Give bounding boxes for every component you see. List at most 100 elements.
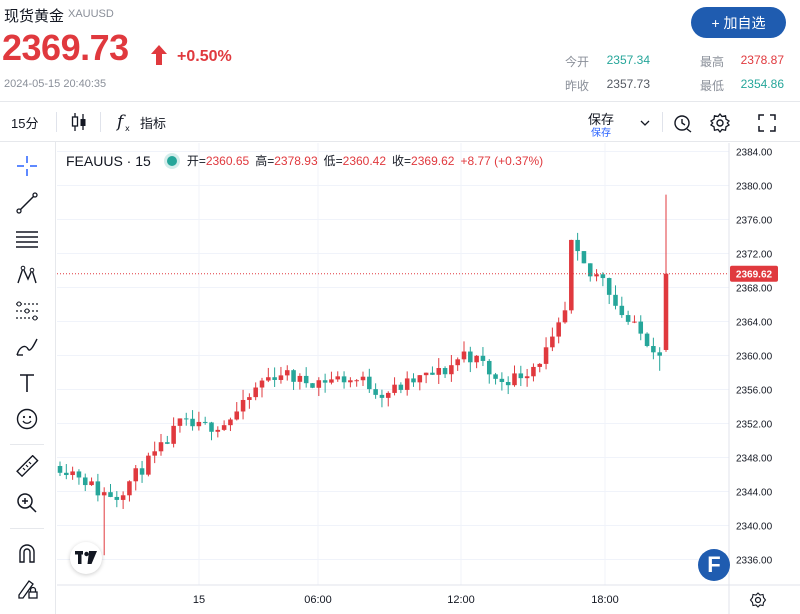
candle-body [392, 384, 397, 393]
candle-body [569, 239, 574, 311]
emoji-tool[interactable] [12, 404, 42, 434]
candle-body [651, 346, 656, 353]
candle-body [297, 375, 303, 382]
chevron-down-icon[interactable] [640, 119, 650, 127]
candle-body [303, 375, 309, 384]
candle-body [367, 376, 372, 390]
change-percent: +0.50% [177, 48, 232, 65]
settings-icon[interactable] [709, 112, 731, 134]
last-price: 2369.73 [2, 27, 129, 68]
candle-body [562, 310, 568, 323]
legend-low-value: 2360.42 [342, 153, 387, 168]
candle-body [114, 496, 120, 500]
candle-body [556, 322, 561, 337]
low-value: 2354.86 [740, 77, 784, 91]
alert-icon[interactable] [672, 112, 694, 134]
y-tick-label: 2372.00 [736, 250, 773, 261]
settings-icon[interactable] [749, 591, 767, 609]
candle-body [537, 363, 543, 367]
candle-body [398, 384, 404, 390]
candle-body [373, 389, 378, 395]
candle-body [619, 305, 625, 316]
fullscreen-icon[interactable] [757, 113, 777, 133]
pitchfork-tool[interactable] [12, 296, 42, 326]
candle-body [76, 471, 82, 478]
candle-body [423, 372, 429, 376]
text-icon [20, 374, 34, 392]
candle-body [518, 373, 524, 379]
ruler-tool[interactable] [12, 452, 42, 482]
crosshair-tool[interactable] [12, 151, 42, 181]
pattern-tool[interactable] [12, 260, 42, 290]
x-tick-label: 18:00 [591, 594, 619, 606]
candle-body [95, 481, 101, 496]
candle-body [613, 294, 618, 306]
lock-drawings-tool[interactable] [12, 574, 42, 604]
toolbar-divider [100, 112, 101, 132]
y-tick-label: 2336.00 [736, 556, 773, 567]
candle-body [524, 376, 530, 379]
candle-body [259, 380, 265, 388]
candle-body [486, 360, 492, 375]
y-tick-label: 2340.00 [736, 522, 773, 533]
instrument-symbol: XAUUSD [68, 8, 114, 20]
candle-body [455, 359, 460, 366]
candle-body [215, 429, 221, 432]
candle-body [348, 380, 353, 383]
function-icon: f x [116, 112, 130, 133]
trendline-tool[interactable] [12, 188, 42, 218]
candle-body [379, 394, 385, 398]
candle-body [221, 425, 227, 430]
save-sublabel: 保存 [591, 128, 611, 139]
y-tick-label: 2380.00 [736, 182, 773, 193]
open-value: 2357.34 [606, 53, 650, 67]
candle-body [165, 442, 170, 444]
chart-type-button[interactable] [70, 102, 88, 142]
trendline-icon [16, 192, 38, 214]
candle-body [284, 370, 290, 376]
candle-body [442, 368, 448, 375]
candle-body [531, 366, 536, 377]
add-watchlist-button[interactable]: + 加自选 [691, 7, 786, 38]
candle-body [468, 351, 473, 363]
zoom-in-tool[interactable] [12, 488, 42, 518]
candle-body [82, 477, 88, 486]
brush-icon [16, 338, 38, 356]
candle-body [461, 351, 467, 360]
fib-lines-icon [16, 231, 38, 248]
candle-body [625, 315, 631, 322]
up-arrow-icon [151, 45, 167, 65]
candle-body [632, 321, 637, 323]
high-value: 2378.87 [740, 53, 784, 67]
fib-lines-tool[interactable] [12, 224, 42, 254]
brush-tool[interactable] [12, 332, 42, 362]
candle-body [108, 492, 113, 497]
candle-body [341, 376, 347, 383]
candle-body [404, 378, 410, 390]
save-button[interactable]: 保存 保存 [588, 109, 654, 139]
candle-body [127, 481, 132, 496]
chart-toolbar: 15分 f x 指标 保存 保存 [0, 101, 800, 142]
open-label: 今开 [565, 55, 590, 69]
candle-body [310, 383, 315, 388]
x-tick-label: 06:00 [304, 594, 332, 606]
candle-body [146, 455, 151, 475]
indicators-button[interactable]: f x 指标 [116, 102, 166, 142]
candle-body [139, 468, 145, 475]
candle-body [505, 381, 511, 386]
candle-body [70, 471, 75, 476]
interval-button[interactable]: 15分 [11, 115, 39, 131]
crosshair-icon [17, 156, 37, 176]
candle-body [278, 375, 284, 380]
candle-body [133, 468, 139, 482]
candle-body [253, 387, 258, 398]
save-label: 保存 [588, 112, 615, 127]
tradingview-logo[interactable] [70, 542, 102, 574]
candle-body [543, 347, 549, 364]
text-tool[interactable] [12, 368, 42, 398]
candle-body [430, 372, 435, 375]
candle-body [581, 251, 587, 264]
candle-body [354, 380, 359, 382]
magnet-tool[interactable] [12, 538, 42, 568]
